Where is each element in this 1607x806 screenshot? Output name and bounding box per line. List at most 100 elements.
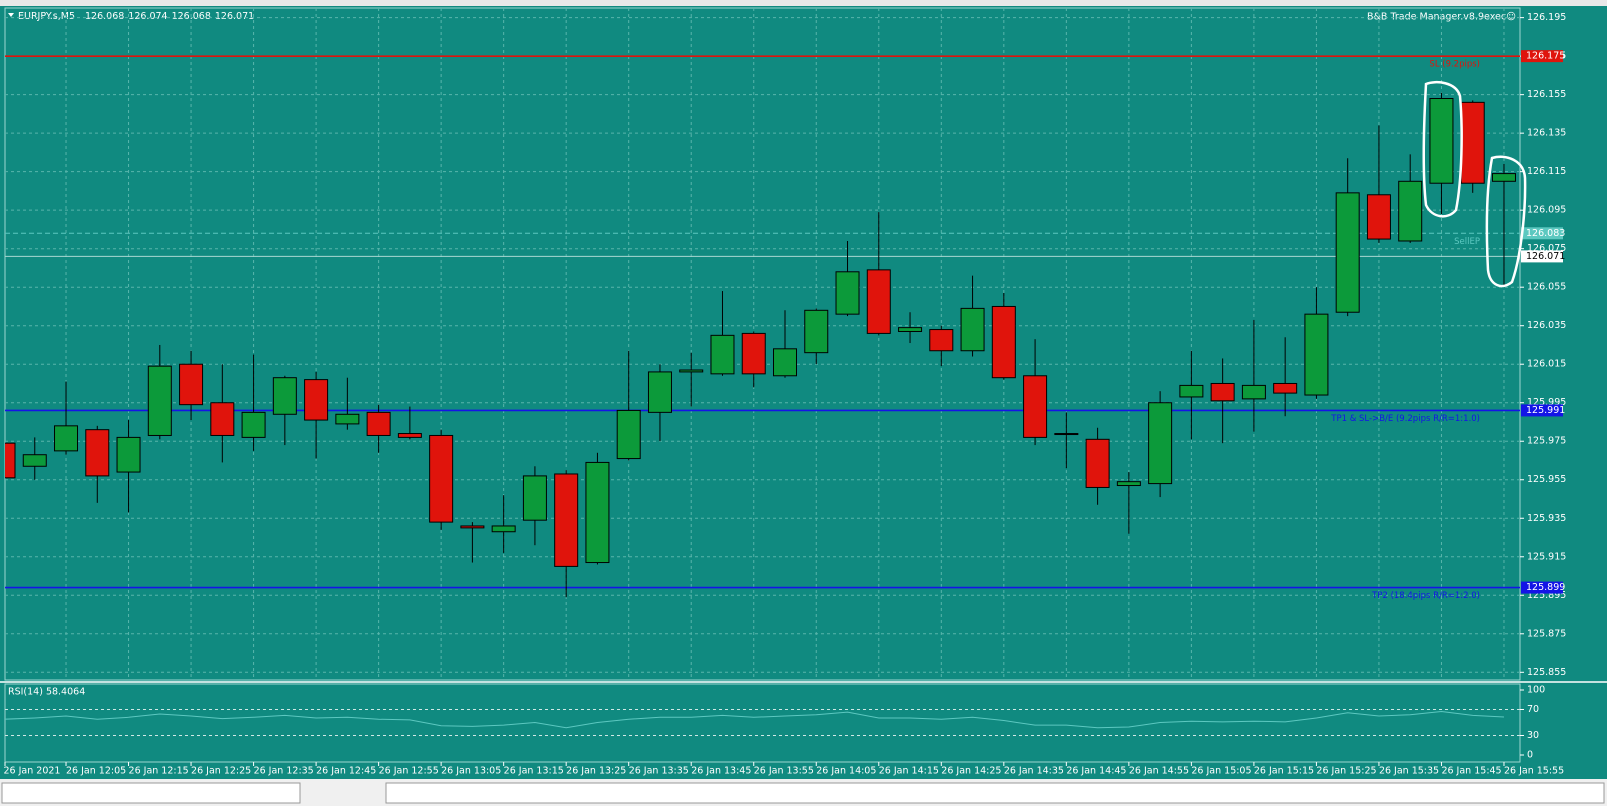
candle-body [1460, 101, 1485, 184]
candle-body [1273, 382, 1298, 394]
price-box [1521, 227, 1563, 240]
rsi-area [5, 709, 1520, 736]
candle-body [647, 371, 672, 413]
price-box-label: 126.083 [1526, 228, 1565, 239]
level-label: SellEP [1454, 237, 1480, 247]
candle-body [1304, 313, 1329, 396]
rsi-tick-label: 0 [1527, 750, 1533, 761]
x-tick-label: 26 Jan 15:15 [1254, 766, 1314, 777]
status-box [1, 782, 301, 804]
candle-body [147, 365, 172, 436]
candle-body [679, 369, 704, 373]
y-tick-label: 125.895 [1527, 590, 1566, 601]
candle-body [1054, 433, 1079, 436]
candle-body [1335, 192, 1360, 313]
rsi-tick-label: 70 [1527, 704, 1539, 715]
x-tick-label: 26 Jan 12:25 [191, 766, 251, 777]
candle-body [522, 475, 547, 521]
hand-circle [1422, 80, 1463, 218]
y-tick-label: 125.855 [1527, 667, 1566, 678]
y-tick-label: 126.075 [1527, 243, 1566, 254]
candle-body [116, 436, 141, 473]
y-tick-label: 126.195 [1527, 12, 1566, 23]
candle-body [241, 411, 266, 438]
x-tick-label: 26 Jan 13:15 [504, 766, 564, 777]
y-tick-label: 126.115 [1527, 166, 1566, 177]
x-tick-label: 26 Jan 15:45 [1441, 766, 1501, 777]
x-tick-label: 26 Jan 14:35 [1004, 766, 1064, 777]
price-box [1521, 581, 1563, 594]
x-tick-label: 26 Jan 14:45 [1066, 766, 1126, 777]
header-text: 126.074 [128, 11, 167, 22]
x-tick-label: 26 Jan 14:55 [1129, 766, 1189, 777]
candle-body [1366, 194, 1391, 240]
candle-body [210, 402, 235, 436]
candle-body [1179, 384, 1204, 398]
candle-body [1491, 173, 1516, 182]
candle-body [960, 307, 985, 352]
candle-body [741, 332, 766, 375]
x-tick-label: 26 Jan 15:55 [1504, 766, 1564, 777]
axes: 126.195 126.175 126.155 126.135 126.115 126.0… [4, 12, 1567, 776]
candle-body [1241, 384, 1266, 400]
candle-body [804, 309, 829, 354]
x-tick-label: 26 Jan 12:05 [66, 766, 126, 777]
candle-body [1210, 382, 1235, 402]
x-tick-label: 26 Jan 15:25 [1316, 766, 1376, 777]
x-tick-label: 26 Jan 13:25 [566, 766, 626, 777]
candle-body [460, 525, 485, 529]
x-tick-label: 26 Jan 15:35 [1379, 766, 1439, 777]
candle-body [179, 363, 204, 406]
candle-body [585, 461, 610, 564]
rsi-frame [4, 683, 1521, 763]
candle-body [491, 525, 516, 533]
candle-body [554, 473, 579, 567]
y-tick-label: 125.935 [1527, 513, 1566, 524]
x-tick-label: 26 Jan 14:25 [941, 766, 1001, 777]
rsi-label: RSI(14) 58.4064 [8, 687, 85, 698]
y-tick-label: 126.155 [1527, 89, 1566, 100]
x-tick-label: 26 Jan 12:35 [254, 766, 314, 777]
candle-body [429, 434, 454, 523]
y-tick-label: 125.875 [1527, 628, 1566, 639]
x-tick-label: 26 Jan 14:05 [816, 766, 876, 777]
rsi-tick-label: 30 [1527, 730, 1539, 741]
y-tick-label: 126.135 [1527, 128, 1566, 139]
candle-body [1023, 375, 1048, 438]
candle-body [272, 377, 297, 415]
plot-area: SL (9.2pips) TP1 & SL->B/E (9.2pips R/R=1… [5, 8, 1520, 680]
x-tick-label: 26 Jan 15:05 [1191, 766, 1251, 777]
candle-body [773, 348, 797, 377]
candle-body [616, 409, 641, 460]
annotations [1422, 80, 1527, 288]
x-tick-label: 26 Jan 13:35 [629, 766, 689, 777]
y-tick-label: 126.095 [1527, 205, 1566, 216]
price-box-label: 126.175 [1526, 51, 1565, 62]
y-tick-label: 126.015 [1527, 359, 1566, 370]
y-tick-label: 126.055 [1527, 282, 1566, 293]
candle-body [1085, 438, 1110, 488]
candle-body [1148, 402, 1173, 485]
hand-circle [1485, 155, 1527, 288]
toolbar-strip [0, 0, 1607, 6]
candle-body [835, 271, 860, 315]
collapse-arrow[interactable] [8, 13, 14, 17]
candle-body [898, 327, 923, 332]
y-tick-label: 125.955 [1527, 474, 1566, 485]
candle-body [366, 411, 391, 436]
header-text: EURJPY.s,M5 [18, 11, 75, 22]
level-label: TP1 & SL->B/E (9.2pips R/R=1:1.0) [1330, 414, 1480, 424]
candle-body [710, 334, 735, 375]
candle-body [866, 269, 891, 334]
rsi-line [5, 710, 1505, 729]
candle-body [1429, 97, 1454, 184]
price-box-label: 125.991 [1526, 405, 1565, 416]
x-tick-label: 26 Jan 2021 [4, 766, 61, 777]
candle-body [5, 442, 16, 479]
candle-body [54, 425, 79, 452]
header-text: 126.071 [215, 11, 254, 22]
price-box [1521, 50, 1563, 63]
candle-body [1398, 180, 1423, 242]
x-tick-label: 26 Jan 14:15 [879, 766, 939, 777]
